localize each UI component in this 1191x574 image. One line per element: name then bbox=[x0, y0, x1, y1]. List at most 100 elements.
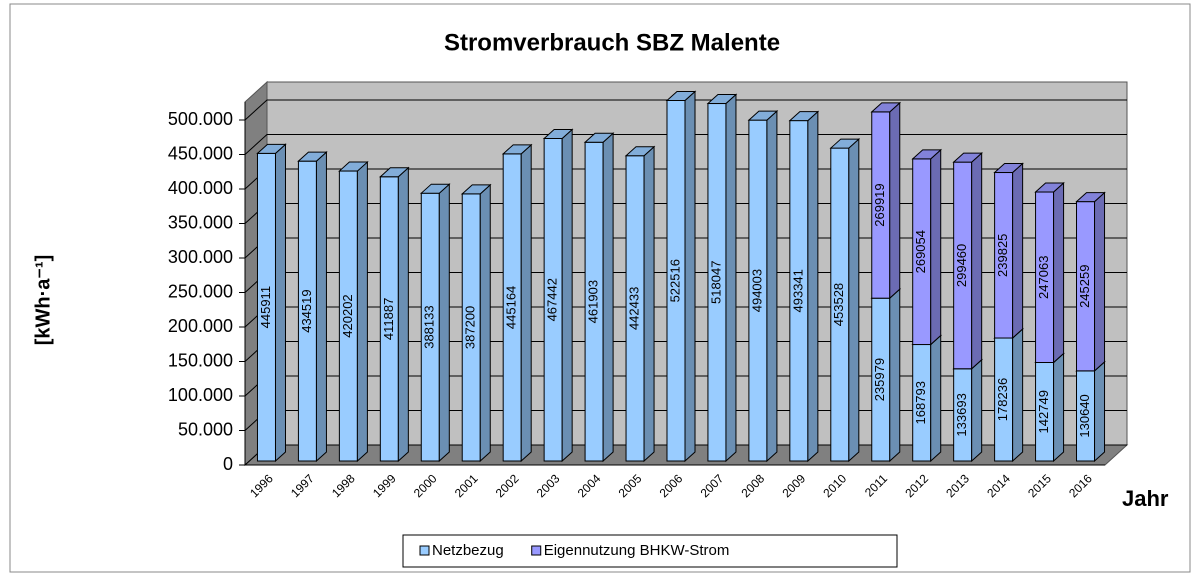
bar bbox=[419, 183, 451, 463]
bar-top bbox=[460, 184, 492, 195]
bar-side bbox=[602, 132, 614, 463]
data-label: 445164 bbox=[504, 286, 519, 329]
bar bbox=[460, 183, 492, 463]
data-label: 411887 bbox=[381, 298, 396, 340]
bar-top bbox=[583, 132, 615, 143]
data-label: 442433 bbox=[626, 287, 641, 330]
bar bbox=[542, 128, 574, 463]
grid-line bbox=[244, 134, 1127, 155]
data-label: 130640 bbox=[1077, 394, 1092, 437]
bar-side bbox=[1012, 327, 1024, 463]
data-label: 522516 bbox=[667, 259, 682, 302]
bar-side bbox=[889, 288, 901, 463]
bar bbox=[1034, 181, 1065, 364]
grid-line bbox=[244, 99, 1127, 121]
bar bbox=[297, 151, 328, 463]
data-label: 445911 bbox=[258, 286, 273, 328]
y-tick-label: 350.000 bbox=[168, 212, 233, 232]
bar bbox=[788, 110, 820, 463]
bar bbox=[952, 152, 983, 370]
bar bbox=[256, 143, 287, 463]
data-label: 518047 bbox=[708, 261, 723, 304]
bar bbox=[1075, 191, 1106, 372]
data-label: 387200 bbox=[463, 306, 478, 349]
bar-side bbox=[1053, 181, 1065, 364]
bar-top bbox=[501, 144, 533, 155]
bar-side bbox=[479, 183, 491, 463]
data-label: 420202 bbox=[340, 294, 355, 337]
bar-top bbox=[624, 146, 656, 157]
data-label: 467442 bbox=[545, 278, 560, 321]
bar-side bbox=[971, 358, 983, 463]
data-label: 235979 bbox=[872, 358, 887, 401]
bar-top bbox=[747, 110, 779, 121]
bar-side bbox=[315, 151, 327, 463]
bar-side bbox=[397, 166, 409, 463]
data-label: 269919 bbox=[872, 183, 887, 226]
y-tick-label: 50.000 bbox=[178, 419, 233, 439]
y-tick-label: 300.000 bbox=[168, 247, 233, 267]
data-label: 299460 bbox=[954, 244, 969, 287]
bar-top bbox=[829, 138, 861, 149]
bar-side bbox=[1053, 352, 1065, 463]
bar-top bbox=[665, 90, 697, 101]
bar-top bbox=[993, 163, 1024, 174]
bar-top bbox=[911, 149, 943, 160]
data-label: 142749 bbox=[1036, 390, 1051, 433]
data-label: 388133 bbox=[422, 305, 437, 348]
bar-top bbox=[706, 94, 738, 105]
bar-side bbox=[1094, 360, 1106, 463]
bar-side bbox=[1012, 162, 1024, 340]
bar bbox=[624, 145, 656, 463]
bar-side bbox=[1094, 191, 1106, 372]
bar bbox=[706, 93, 738, 463]
bar-side bbox=[274, 143, 286, 463]
legend-label: Eigennutzung BHKW-Strom bbox=[544, 542, 730, 559]
bar bbox=[665, 90, 697, 463]
bar bbox=[338, 160, 369, 463]
bar-side bbox=[766, 110, 778, 463]
bar-top bbox=[297, 151, 328, 162]
data-label: 461903 bbox=[586, 280, 601, 323]
data-label: 245259 bbox=[1077, 265, 1092, 308]
legend-swatch bbox=[419, 545, 430, 556]
bar-top bbox=[542, 128, 574, 139]
y-tick-label: 0 bbox=[223, 454, 233, 474]
bar-side bbox=[889, 101, 901, 300]
bar-top bbox=[1075, 192, 1106, 203]
data-label: 178236 bbox=[995, 378, 1010, 421]
y-tick-label: 100.000 bbox=[168, 385, 233, 405]
y-tick-label: 200.000 bbox=[168, 316, 233, 336]
bar-side bbox=[725, 93, 737, 463]
bar bbox=[870, 101, 902, 300]
bar-top bbox=[952, 152, 983, 163]
bar bbox=[747, 110, 779, 463]
bar-side bbox=[438, 183, 450, 463]
bar-side bbox=[561, 128, 573, 463]
bar-top bbox=[1034, 182, 1065, 193]
bar-side bbox=[684, 90, 696, 463]
bar-side bbox=[356, 160, 368, 463]
bar bbox=[911, 148, 943, 346]
y-tick-label: 400.000 bbox=[168, 178, 233, 198]
bar-side bbox=[930, 334, 942, 463]
y-tick-label: 450.000 bbox=[168, 143, 233, 163]
bar-top bbox=[788, 111, 820, 122]
data-label: 453528 bbox=[831, 283, 846, 326]
bar-top bbox=[419, 183, 451, 194]
data-label: 247063 bbox=[1036, 256, 1051, 299]
bar bbox=[993, 162, 1024, 340]
bar-side bbox=[930, 148, 942, 346]
bar-side bbox=[643, 145, 655, 463]
data-label: 434519 bbox=[299, 289, 314, 332]
x-axis-label: Jahr bbox=[1122, 486, 1169, 511]
legend-box bbox=[402, 534, 898, 568]
bar-top bbox=[379, 167, 410, 178]
y-tick-label: 150.000 bbox=[168, 350, 233, 370]
data-label: 269054 bbox=[913, 230, 928, 273]
data-label: 239825 bbox=[995, 234, 1010, 277]
bar-side bbox=[520, 143, 532, 463]
data-label: 168793 bbox=[913, 381, 928, 424]
bar-side bbox=[807, 110, 819, 463]
